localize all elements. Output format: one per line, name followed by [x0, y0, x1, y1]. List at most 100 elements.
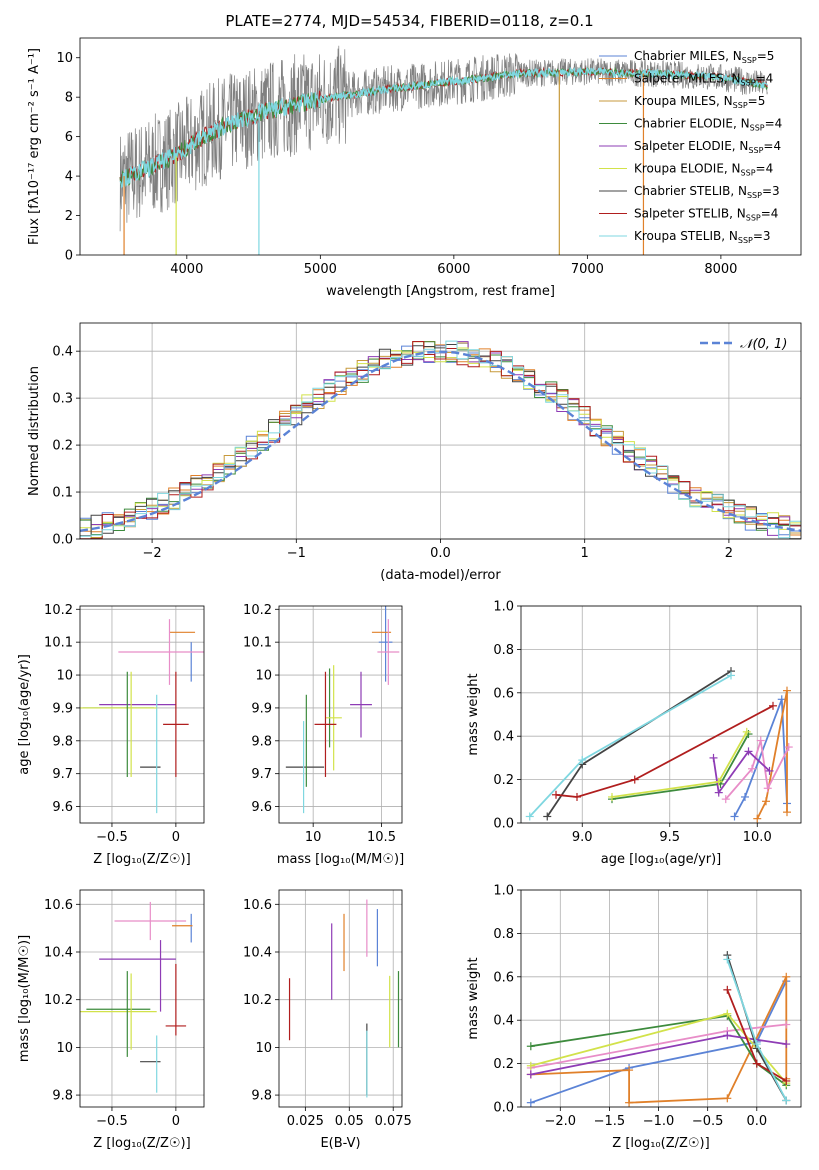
x-axis-label: (data-model)/error: [380, 568, 501, 583]
weight-series-line: [611, 731, 748, 798]
axes-frame: [278, 889, 403, 1108]
y-tick-label: 0.4: [493, 1014, 514, 1029]
axes-frame: [520, 889, 802, 1108]
y-tick-label: 0.6: [493, 970, 514, 985]
axes-frame: [79, 889, 205, 1108]
x-tick-label: −1.5: [594, 1114, 626, 1129]
x-tick-label: 8000: [704, 262, 737, 277]
mass_vs_Z-panel: −0.5 0 9.8 10 10.2 10.4 10.6 Z [log₁₀(Z/Z☉)] mas…: [17, 889, 205, 1151]
weight-series-line: [733, 698, 788, 817]
weight-series-line: [530, 980, 788, 1104]
y-tick-label: 6: [65, 130, 73, 145]
weight-series-line: [530, 976, 788, 1104]
y-axis-label: mass weight: [466, 673, 481, 755]
y-axis-label: Normed distribution: [27, 366, 42, 496]
y-tick-label: 0.6: [493, 686, 514, 701]
x-tick-label: 10: [305, 830, 322, 845]
x-axis-label: wavelength [Angstrom, rest frame]: [326, 284, 555, 299]
y-tick-label: 10.6: [44, 898, 73, 913]
y-tick-label: 0.8: [493, 643, 514, 658]
y-tick-label: 10.4: [243, 946, 272, 961]
axes-frame: [79, 37, 802, 256]
y-axis-label: Flux [fλ10⁻¹⁷ erg cm⁻² s⁻¹ A⁻¹]: [27, 48, 42, 245]
y-tick-label: 10: [56, 51, 73, 66]
x-tick-label: 0.025: [287, 1114, 324, 1129]
age_vs_Z-panel: −0.5 0 9.6 9.7 9.8 9.9 10 10.1 10.2 Z [log₁₀(Z/Z☉…: [17, 603, 205, 867]
axes-frame: [79, 605, 205, 824]
mass_vs_Z-plot-area: [80, 901, 193, 1093]
legend-entry: Kroupa ELODIE, NSSP=4: [634, 162, 773, 178]
y-axis-label: age [log₁₀(age/yr)]: [17, 654, 32, 775]
x-tick-label: 0.0: [430, 546, 451, 561]
observed-spectrum: [119, 45, 768, 232]
x-axis-label: age [log₁₀(age/yr)]: [601, 852, 722, 867]
x-tick-label: 0.0: [746, 1114, 767, 1129]
legend-entry: Salpeter MILES, NSSP=4: [634, 72, 773, 88]
axes-frame: [79, 322, 802, 540]
y-tick-label: 9.9: [52, 701, 73, 716]
x-tick-label: −1: [287, 546, 306, 561]
y-tick-label: 0: [65, 249, 73, 264]
x-tick-label: −0.5: [96, 1114, 128, 1129]
axes-frame: [520, 605, 802, 824]
weight_vs_age-panel: 9.0 9.5 10.0 0.0 0.2 0.4 0.6 0.8 1.0 age [log₁₀(a…: [466, 600, 802, 867]
y-tick-label: 10.4: [44, 946, 73, 961]
x-tick-label: 0.075: [375, 1114, 412, 1129]
weight_vs_Z-plot-area: [526, 951, 791, 1107]
y-tick-label: 9.9: [251, 701, 272, 716]
y-tick-label: 9.8: [251, 1089, 272, 1104]
x-tick-label: 4000: [170, 262, 203, 277]
x-tick-label: −0.5: [96, 830, 128, 845]
y-tick-label: 10: [255, 1041, 272, 1056]
y-tick-label: 2: [65, 209, 73, 224]
model-spectrum: [119, 66, 768, 189]
x-tick-label: 0: [172, 830, 180, 845]
x-tick-label: 9.5: [659, 830, 680, 845]
mass_vs_ebv-panel: 0.025 0.05 0.075 9.8 10 10.2 10.4 10.6 E(B-V): [243, 889, 412, 1151]
legend-entry: Salpeter STELIB, NSSP=4: [634, 207, 778, 223]
y-tick-label: 9.7: [251, 767, 272, 782]
y-tick-label: 10.6: [243, 898, 272, 913]
x-tick-label: 0.05: [335, 1114, 364, 1129]
spectrum-plot-area: [119, 45, 768, 255]
legend-entry: Kroupa MILES, NSSP=5: [634, 94, 765, 110]
y-tick-label: 10: [255, 669, 272, 684]
y-tick-label: 10: [56, 669, 73, 684]
x-tick-label: 5000: [304, 262, 337, 277]
y-tick-label: 0.4: [52, 345, 73, 360]
x-tick-label: 9.0: [572, 830, 593, 845]
y-axis-label: mass weight: [466, 957, 481, 1039]
legend-entry: Chabrier ELODIE, NSSP=4: [634, 117, 782, 133]
y-tick-label: 10.2: [243, 993, 272, 1008]
y-tick-label: 10.2: [44, 993, 73, 1008]
x-axis-label: mass [log₁₀(M/M☉)]: [277, 852, 404, 867]
x-axis-label: Z [log₁₀(Z/Z☉)]: [93, 1136, 190, 1151]
spectrum-panel: 4000 5000 6000 7000 8000 0 2 4 6 8 10 wavelength [A…: [27, 37, 802, 299]
y-tick-label: 10.1: [44, 636, 73, 651]
x-axis-label: Z [log₁₀(Z/Z☉)]: [612, 1136, 709, 1151]
weight_vs_Z-panel: −2.0 −1.5 −1.0 −0.5 0.0 0.0 0.2 0.4 0.6 0.8 1.0 Z […: [466, 884, 802, 1151]
x-tick-label: 7000: [571, 262, 604, 277]
x-tick-label: 2: [725, 546, 733, 561]
legend-entry: 𝒩(0, 1): [740, 337, 787, 352]
residuals-panel: −2 −1 0.0 1 2 0.0 0.1 0.2 0.3 0.4 (data-model)/err…: [27, 322, 802, 583]
y-tick-label: 0.3: [52, 392, 73, 407]
y-tick-label: 1.0: [493, 884, 514, 899]
weight-series-line: [555, 705, 774, 798]
x-tick-label: 1: [581, 546, 589, 561]
x-tick-label: 6000: [437, 262, 470, 277]
y-tick-label: 0.2: [493, 773, 514, 788]
histogram-step: [80, 341, 801, 539]
age_vs_Z-plot-area: [80, 619, 204, 814]
figure-title: PLATE=2774, MJD=54534, FIBERID=0118, z=0…: [225, 12, 594, 30]
y-tick-label: 1.0: [493, 600, 514, 615]
residuals-plot-area: [80, 340, 801, 539]
axes-frame: [278, 605, 403, 824]
y-tick-label: 8: [65, 91, 73, 106]
y-tick-label: 0.4: [493, 730, 514, 745]
legend-entry: Salpeter ELODIE, NSSP=4: [634, 139, 781, 155]
x-tick-label: 10.5: [367, 830, 396, 845]
weight-series-line: [530, 1012, 787, 1084]
x-tick-label: −1.0: [643, 1114, 675, 1129]
y-tick-label: 4: [65, 170, 73, 185]
